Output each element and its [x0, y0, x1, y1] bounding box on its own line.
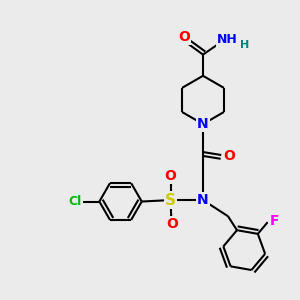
- Text: O: O: [166, 218, 178, 232]
- Text: N: N: [197, 117, 209, 131]
- Text: Cl: Cl: [69, 195, 82, 208]
- Text: H: H: [240, 40, 249, 50]
- Text: F: F: [269, 214, 279, 228]
- Text: N: N: [197, 193, 209, 207]
- Text: O: O: [224, 149, 236, 164]
- Text: O: O: [165, 169, 176, 183]
- Text: S: S: [165, 193, 176, 208]
- Text: NH: NH: [217, 33, 238, 46]
- Text: O: O: [178, 30, 190, 44]
